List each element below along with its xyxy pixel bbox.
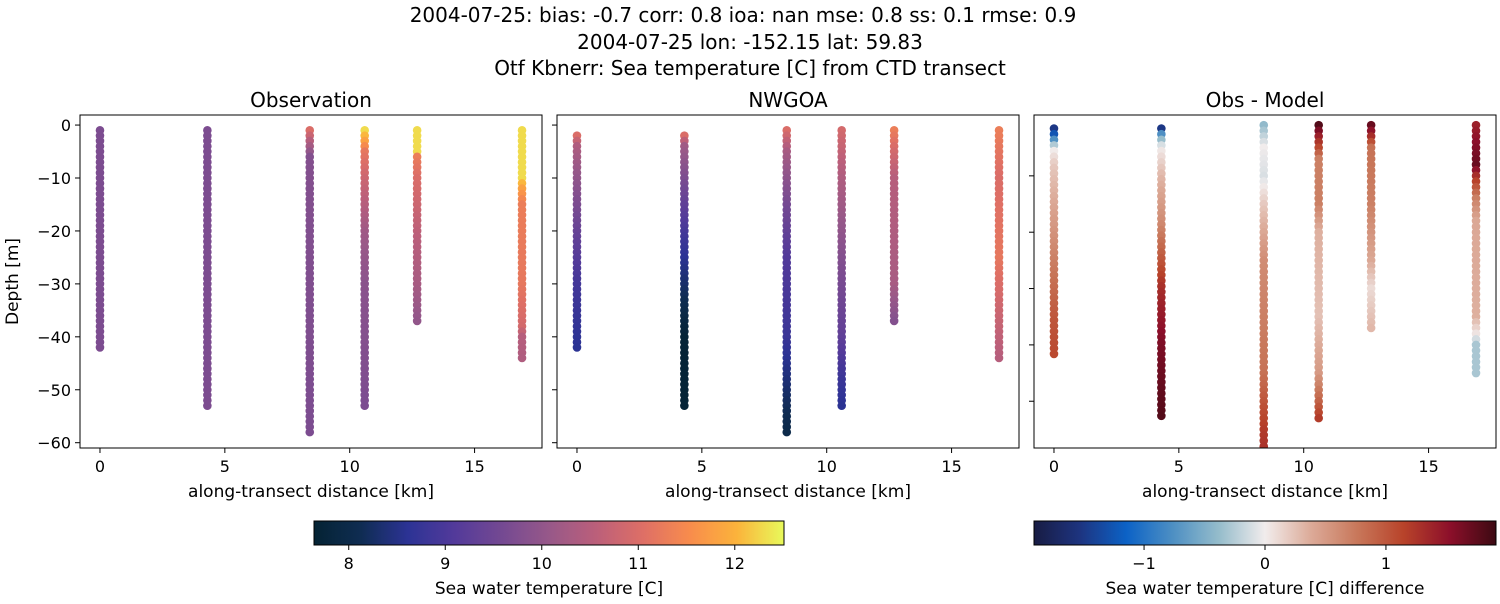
title-line-2: 2004-07-25 lon: -152.15 lat: 59.83: [577, 30, 923, 54]
x-axis-label: along-transect distance [km]: [188, 482, 434, 502]
x-axis-label: along-transect distance [km]: [665, 482, 911, 502]
cast-5: [994, 126, 1004, 363]
x-tick-label: 5: [697, 457, 707, 476]
data-point: [1157, 411, 1166, 421]
y-axis-label: Depth [m]: [3, 238, 23, 325]
cast-1: [1157, 124, 1166, 421]
data-point: [782, 427, 792, 437]
cast-1: [203, 126, 212, 410]
y-tick-label: −60: [37, 434, 71, 453]
data-point: [203, 401, 212, 410]
data-point: [680, 401, 689, 410]
cast-2: [1259, 120, 1269, 462]
cast-3: [360, 126, 369, 410]
y-tick-label: −50: [37, 381, 71, 400]
data-points: [1049, 120, 1481, 462]
data-point: [572, 343, 582, 352]
x-tick-label: 10: [1294, 457, 1314, 476]
axes-frame: [556, 114, 1020, 449]
colorbar-tick-label: 9: [440, 554, 450, 573]
cast-1: [680, 131, 689, 410]
data-point: [412, 316, 422, 326]
cast-5: [517, 126, 527, 363]
cast-0: [572, 131, 582, 352]
y-tick-label: 0: [61, 116, 71, 135]
x-tick-label: 5: [220, 457, 230, 476]
panel-2: 0 5 10 15 Obs - Model along-transect distance…: [1029, 88, 1497, 502]
title-line-3: Otf Kbnerr: Sea temperature [C] from CTD…: [494, 56, 1006, 80]
colorbar-1: −1 0 1 Sea water temperature [C] difference: [1033, 520, 1497, 599]
y-tick-label: −40: [37, 328, 71, 347]
data-point: [95, 343, 105, 352]
data-point: [994, 353, 1004, 363]
colorbar-label: Sea water temperature [C]: [435, 579, 663, 599]
data-point: [1262, 447, 1266, 448]
x-tick-label: 10: [817, 457, 837, 476]
data-point: [1049, 349, 1059, 359]
cast-4: [412, 126, 422, 326]
x-tick-label: 15: [1418, 457, 1438, 476]
cast-2: [782, 126, 792, 437]
colorbar-label: Sea water temperature [C] difference: [1105, 579, 1424, 599]
x-axis-label: along-transect distance [km]: [1142, 482, 1388, 502]
cast-3: [1314, 120, 1323, 423]
title-line-1: 2004-07-25: bias: -0.7 corr: 0.8 ioa: na…: [410, 3, 1077, 27]
data-point: [360, 401, 369, 410]
data-point: [1366, 323, 1376, 333]
y-tick-label: −10: [37, 169, 71, 188]
colorbar-gradient: [1033, 520, 1497, 546]
panel-title: NWGOA: [748, 88, 828, 112]
x-tick-label: 0: [572, 457, 582, 476]
data-point: [1314, 413, 1323, 423]
cast-0: [1049, 124, 1059, 359]
data-point: [305, 427, 315, 437]
data-point: [837, 401, 846, 410]
data-point: [889, 316, 899, 326]
data-point: [1259, 453, 1268, 462]
data-points: [95, 126, 527, 437]
colorbar-tick-label: 10: [532, 554, 552, 573]
cast-5: [1471, 120, 1481, 378]
x-tick-label: 15: [464, 457, 484, 476]
x-tick-label: 0: [1049, 457, 1059, 476]
cast-3: [837, 126, 846, 410]
x-tick-label: 5: [1174, 457, 1184, 476]
cast-2: [305, 126, 315, 437]
panel-title: Observation: [250, 88, 372, 112]
x-tick-label: 0: [95, 457, 105, 476]
panel-1: 0 5 10 15 NWGOA along-transect distance [km]: [552, 88, 1020, 502]
data-point: [1259, 442, 1269, 448]
cast-4: [1366, 120, 1376, 333]
x-tick-label: 15: [941, 457, 961, 476]
y-tick-label: −20: [37, 222, 71, 241]
axes-frame: [1033, 114, 1497, 449]
colorbar-0: 8 9 10 11 12 Sea water temperature [C]: [313, 520, 785, 599]
data-point: [1471, 368, 1481, 378]
axes-frame: [79, 114, 543, 449]
colorbar-tick-label: 1: [1381, 554, 1391, 573]
cast-0: [95, 126, 105, 352]
panel-title: Obs - Model: [1206, 88, 1325, 112]
colorbar-tick-label: 0: [1260, 554, 1270, 573]
cast-4: [889, 126, 899, 326]
data-point: [517, 353, 527, 363]
y-tick-label: −30: [37, 275, 71, 294]
x-tick-label: 10: [340, 457, 360, 476]
colorbar-tick-label: 12: [725, 554, 745, 573]
colorbar-tick-label: 11: [628, 554, 648, 573]
colorbar-tick-label: −1: [1132, 554, 1156, 573]
colorbar-gradient: [313, 520, 785, 546]
colorbar-tick-label: 8: [344, 554, 354, 573]
data-points: [572, 126, 1004, 437]
panel-0: 0 5 10 15 0 −10 −20 −30 −40 −50 −60 Observation alon…: [3, 88, 543, 502]
